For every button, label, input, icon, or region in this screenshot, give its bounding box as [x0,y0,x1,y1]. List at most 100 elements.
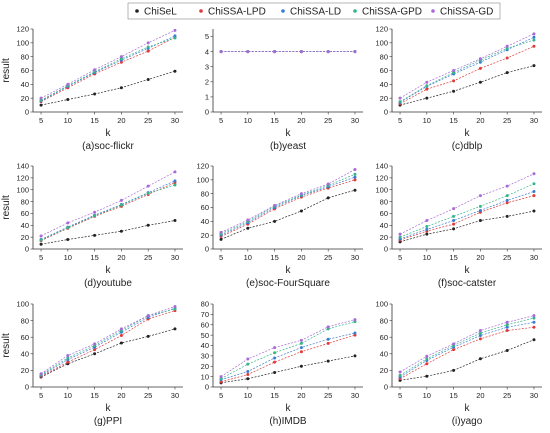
y-tick-label: 0 [205,245,209,254]
y-tick-label: 40 [21,350,29,359]
x-tick-label: 10 [244,253,252,262]
data-point [173,307,177,311]
series-chissa-lpd [39,35,177,104]
series-chissa-lpd [219,178,357,239]
y-tick-label: 2 [205,78,209,87]
data-point [146,45,150,49]
data-point [246,369,250,373]
data-point [452,222,456,226]
data-point [273,203,277,207]
series-line [399,321,535,378]
data-point [532,172,536,176]
y-tick-label: 40 [380,221,388,230]
data-point [532,44,536,48]
data-point [93,348,97,352]
data-point [505,194,509,198]
series-chissa-ld [219,50,357,54]
data-point [246,226,250,230]
y-tick-label: 80 [21,52,29,61]
data-point [505,325,509,329]
x-axis-label: k [465,128,471,139]
x-tick-label: 5 [219,391,223,400]
data-point [219,375,223,379]
series-line [220,179,356,237]
legend-marker [135,9,139,13]
data-point [532,325,536,329]
y-tick-label: 100 [196,176,209,185]
series-chisel [219,188,357,241]
x-tick-label: 5 [398,253,402,262]
y-tick-label: 20 [21,366,29,375]
series-line [40,70,176,106]
x-tick-label: 5 [39,253,43,262]
series-line [40,308,176,375]
series-line [220,173,356,235]
panel-caption: (b)yeast [270,141,306,152]
data-point [246,357,250,361]
data-point [452,368,456,372]
x-tick-label: 5 [219,253,223,262]
data-point [299,364,303,368]
series-line [220,332,356,381]
legend-box [127,2,501,20]
y-tick-label: 140 [375,162,388,171]
x-tick-label: 15 [270,116,278,125]
data-point [299,192,303,196]
data-point [273,346,277,350]
y-tick-label: 80 [201,189,209,198]
data-point [173,36,177,40]
data-point [119,55,123,59]
chart-panel: 0 20 40 60 80 100 120 140 5 10 15 20 25 30 k (d)youtube… [1,162,183,289]
y-tick-label: 60 [21,209,29,218]
series-line [220,355,356,384]
data-point [353,354,357,358]
panel-caption: (a)soc-flickr [82,141,134,152]
data-point [478,219,482,223]
series-chisel [219,354,357,385]
panel-caption: (f)soc-catster [438,278,497,289]
series-line [40,37,176,101]
y-tick-label: 80 [380,316,388,325]
chart-panel: 0 20 40 60 80 100 120 5 10 15 20 25 30 k (e)soc-FourSq… [196,162,363,289]
x-axis-label: k [286,265,292,276]
series-chissa-lpd [398,194,536,242]
data-point [532,38,536,42]
x-tick-label: 15 [90,253,98,262]
x-tick-label: 10 [244,116,252,125]
data-point [505,323,509,327]
y-tick-label: 140 [16,162,29,171]
data-point [425,96,429,100]
series-chissa-gd [39,304,177,376]
legend-entry: ChiSSA-LPD [199,7,266,18]
series-chissa-gd [398,32,536,100]
data-point [66,98,70,102]
y-tick-label: 80 [380,197,388,206]
series-chissa-lpd [219,333,357,384]
data-point [353,178,357,182]
y-tick-label: 20 [21,94,29,103]
series-line [40,36,176,102]
series-chisel [398,209,536,244]
data-point [532,209,536,213]
y-tick-label: 0 [25,108,29,117]
data-point [452,214,456,218]
x-tick-label: 15 [270,253,278,262]
series-line [40,182,176,242]
x-tick-label: 30 [351,116,359,125]
x-tick-label: 30 [171,253,179,262]
series-line [399,339,535,381]
series-chissa-ld [219,331,357,382]
data-point [505,46,509,50]
data-point [326,341,330,345]
data-point [353,175,357,179]
x-axis-label: k [465,265,471,276]
data-point [478,194,482,198]
series-line [40,184,176,241]
data-point [93,352,97,356]
y-tick-label: 40 [21,80,29,89]
x-axis-label: k [106,128,112,139]
data-point [505,184,509,188]
data-point [299,346,303,350]
data-point [93,210,97,214]
